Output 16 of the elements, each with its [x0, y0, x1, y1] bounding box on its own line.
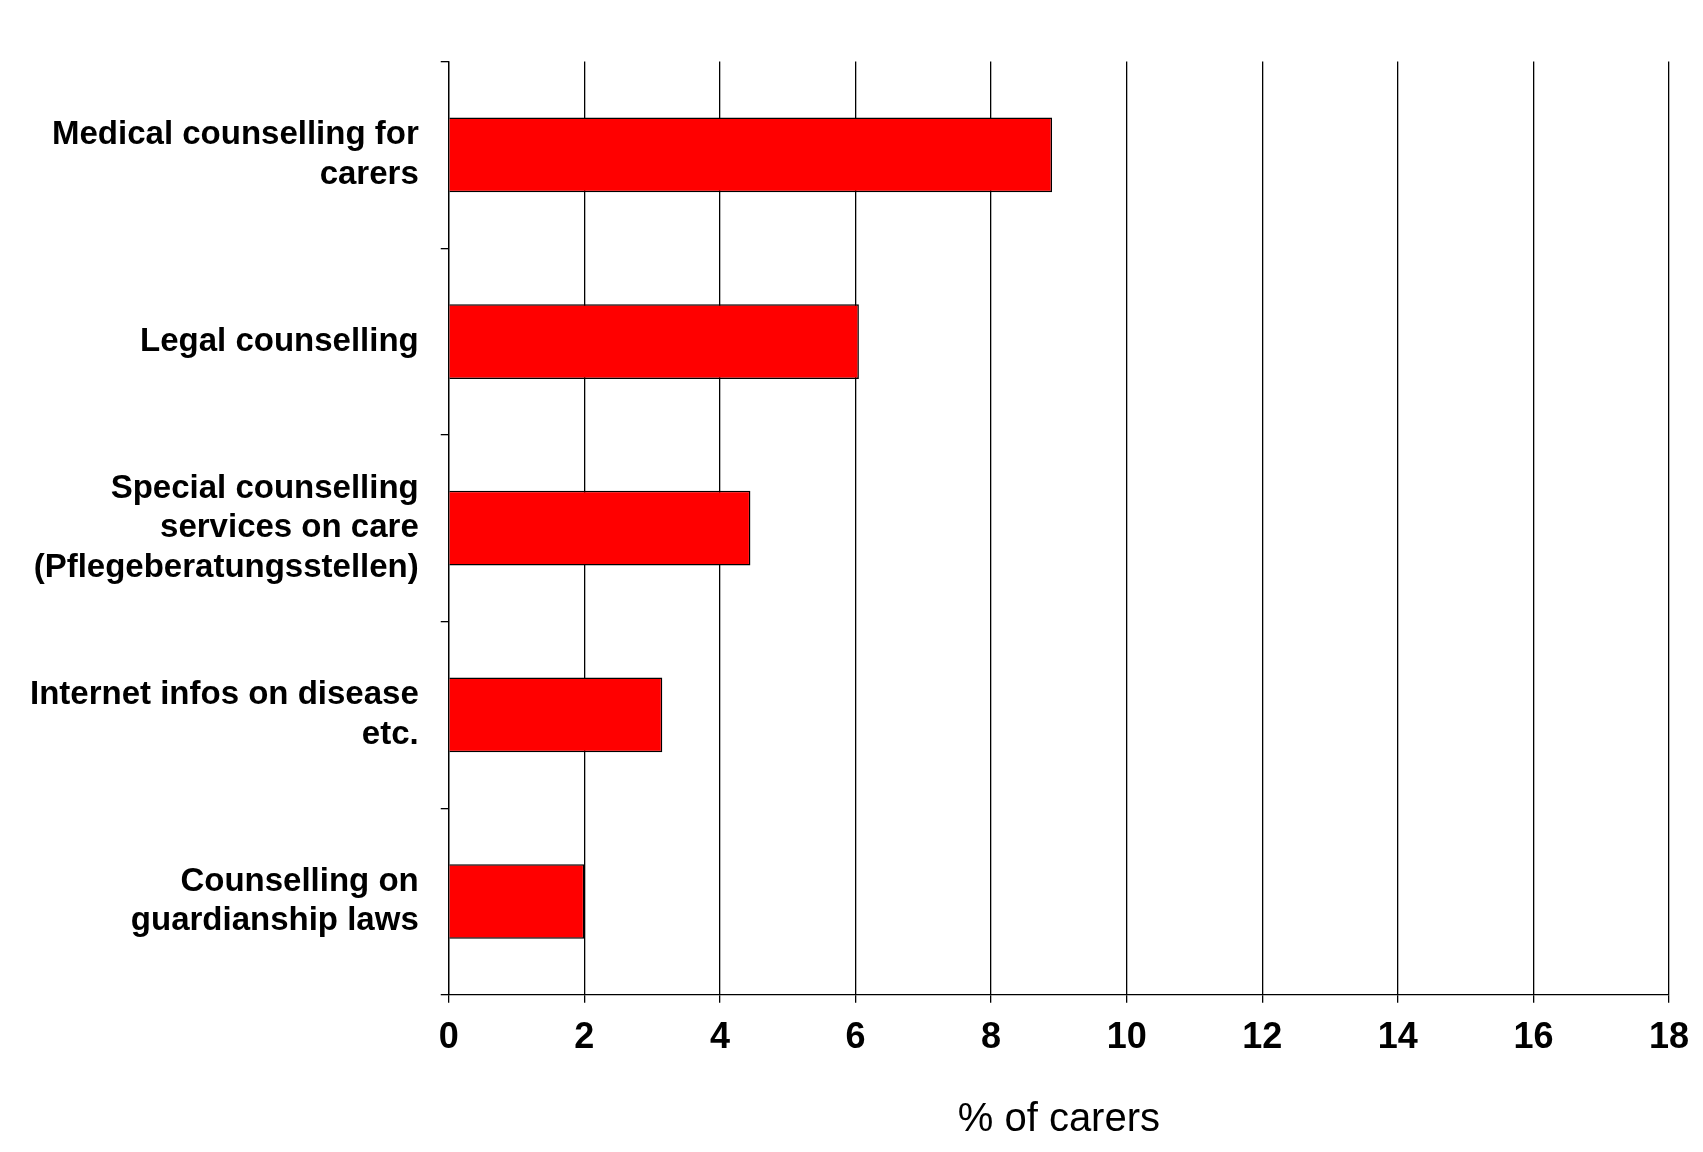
- x-tick-label: 6: [845, 1015, 866, 1057]
- x-tick-label: 0: [438, 1015, 459, 1057]
- x-tick-label: 14: [1377, 1015, 1418, 1057]
- x-tick-label: 12: [1242, 1015, 1283, 1057]
- x-tick-label: 8: [981, 1015, 1002, 1057]
- x-axis-title: % of carers: [957, 1095, 1161, 1140]
- x-tick-label: 16: [1513, 1015, 1554, 1057]
- x-tick-label: 18: [1648, 1015, 1689, 1057]
- x-tick-label: 10: [1106, 1015, 1147, 1057]
- y-tick-label: Internet infos on disease etc.: [30, 674, 419, 751]
- y-tick-label: Special counselling services on care (Pflegeberatungsstellen): [33, 467, 419, 584]
- y-tick-label: Legal counselling: [140, 320, 419, 358]
- y-tick-label: Medical counselling for carers: [52, 114, 419, 191]
- x-tick-label: 4: [709, 1015, 730, 1057]
- x-tick-label: 2: [574, 1015, 595, 1057]
- y-tick-label: Counselling on guardianship laws: [130, 860, 419, 938]
